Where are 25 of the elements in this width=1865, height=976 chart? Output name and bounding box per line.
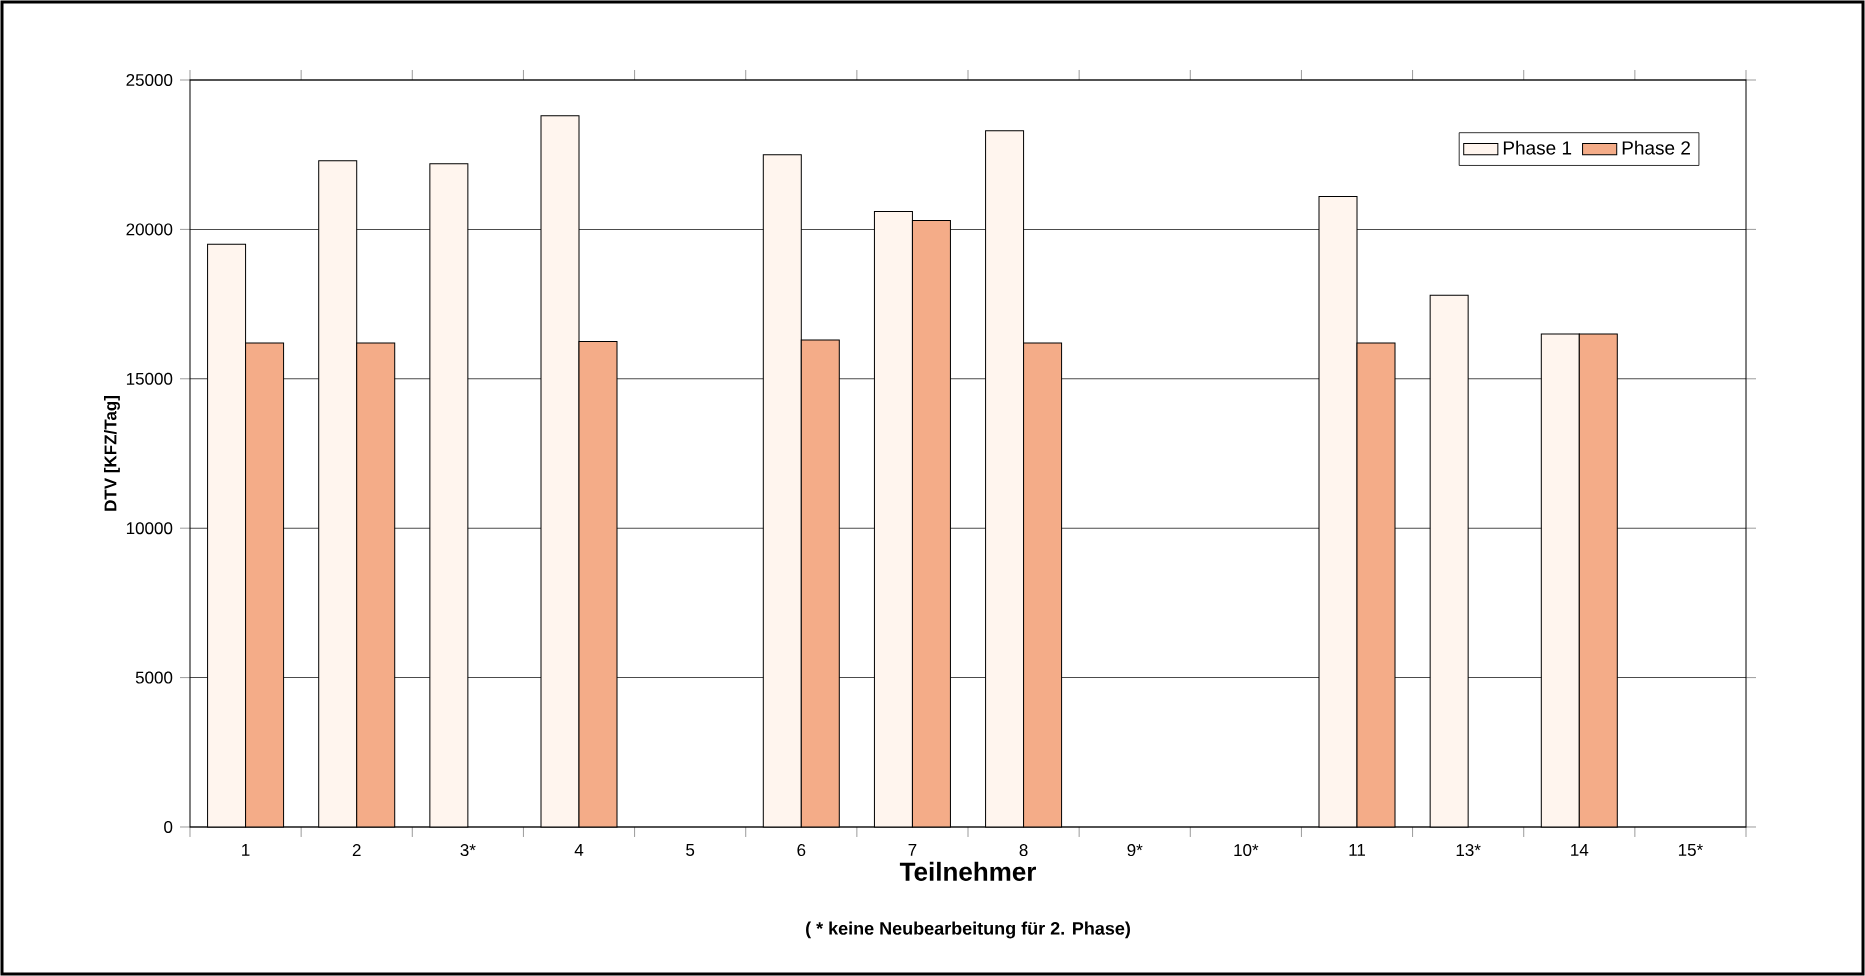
y-tick-label: 0 — [164, 820, 173, 834]
x-tick-label: 11 — [1349, 844, 1365, 856]
x-tick-label: 3* — [460, 844, 476, 857]
y-tick-label: 15000 — [126, 372, 173, 385]
x-tick-label: 9* — [1127, 844, 1143, 857]
y-tick-label: 5000 — [135, 671, 173, 684]
x-axis-title: Teilnehmer — [899, 861, 1037, 881]
x-tick-label: 2 — [352, 844, 361, 856]
x-tick-label: 7 — [908, 844, 917, 856]
y-axis-title: DTV [KFZ/Tag] — [104, 396, 120, 511]
y-tick-label: 10000 — [126, 522, 173, 535]
x-tick-label: 4 — [574, 844, 584, 856]
y-tick-label: 25000 — [126, 74, 173, 87]
y-tick-label: 20000 — [126, 223, 173, 236]
legend-label: Phase 1 — [1503, 140, 1572, 155]
x-tick-label: 13* — [1456, 844, 1481, 857]
x-tick-label: 6 — [797, 844, 806, 857]
x-tick-label: 5 — [686, 844, 695, 856]
x-tick-label: 8 — [1019, 844, 1028, 857]
text: ( * keine Neubearbeitung für 2. Phase) — [806, 921, 1130, 939]
x-tick-label: 15* — [1678, 844, 1703, 856]
x-tick-label: 10* — [1234, 844, 1259, 857]
legend-label: Phase 2 — [1622, 140, 1690, 155]
x-tick-label: 14 — [1571, 844, 1589, 856]
x-tick-label: 1 — [242, 844, 250, 856]
